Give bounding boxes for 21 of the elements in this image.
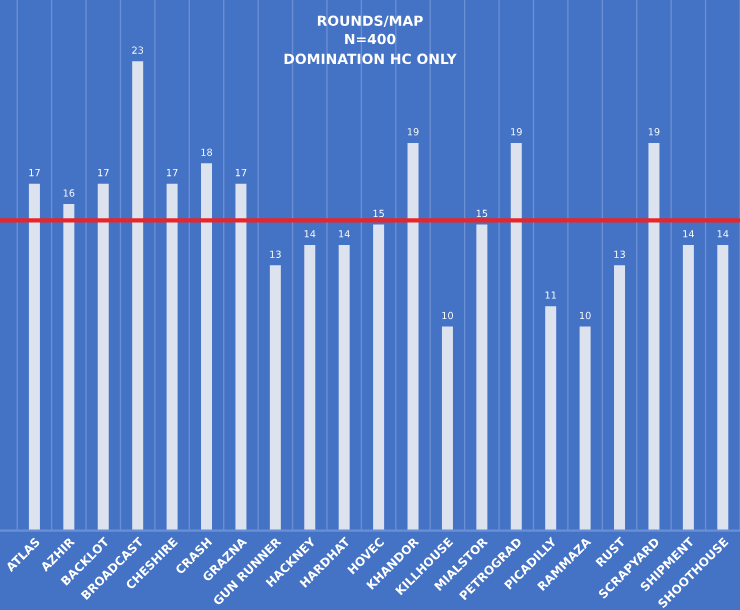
bar xyxy=(373,224,385,531)
bar xyxy=(28,183,40,531)
bar xyxy=(235,183,247,531)
bar xyxy=(579,326,591,531)
bar xyxy=(269,265,281,531)
bar xyxy=(201,163,213,531)
bar xyxy=(476,224,488,531)
bar xyxy=(63,204,75,531)
bar xyxy=(717,244,729,531)
bar xyxy=(545,306,557,531)
bar xyxy=(510,142,522,531)
bar xyxy=(682,244,694,531)
bar xyxy=(132,61,144,531)
bar xyxy=(304,244,316,531)
bar xyxy=(166,183,178,531)
bar xyxy=(441,326,453,531)
bar xyxy=(338,244,350,531)
bar xyxy=(97,183,109,531)
bar xyxy=(648,142,660,531)
bar xyxy=(614,265,626,531)
bar xyxy=(407,142,419,531)
